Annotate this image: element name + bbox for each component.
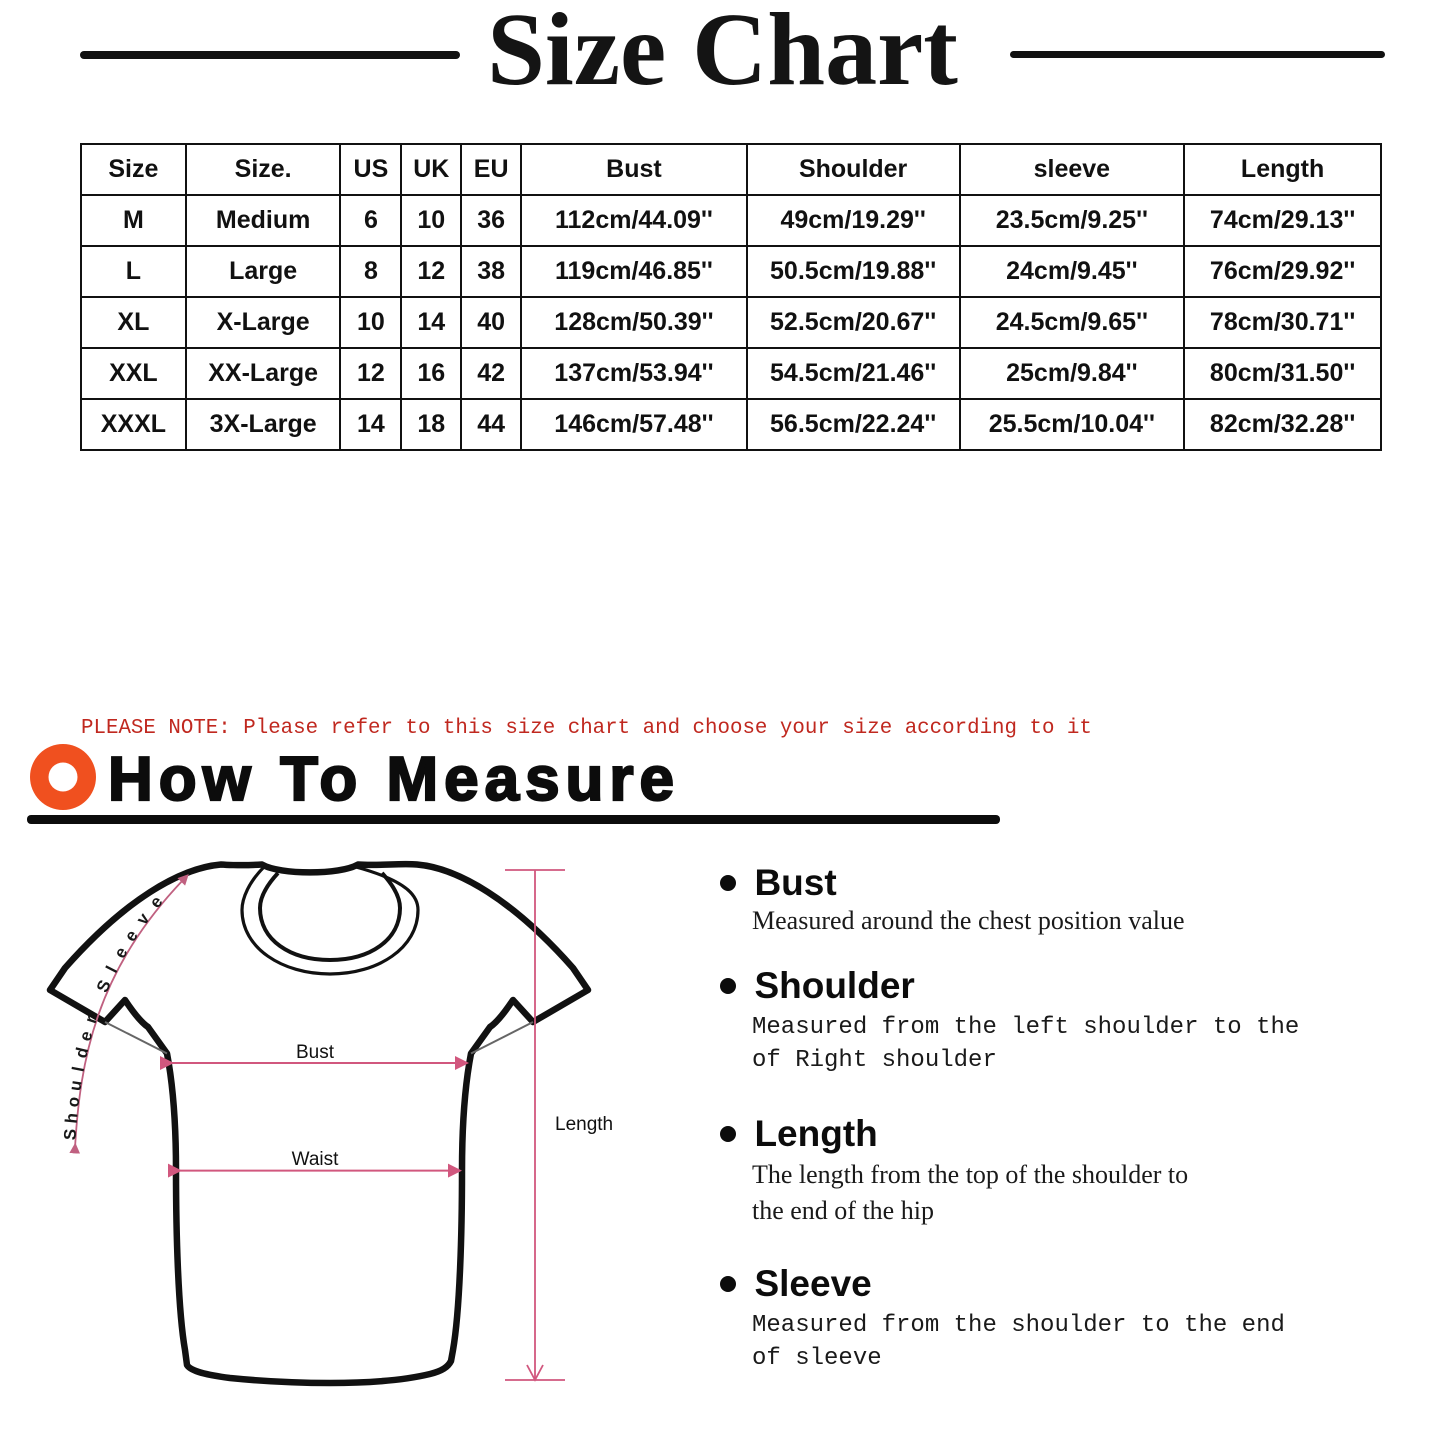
svg-text:Bust: Bust xyxy=(296,1042,335,1063)
svg-text:Waist: Waist xyxy=(292,1149,340,1170)
svg-text:o: o xyxy=(63,1096,83,1109)
svg-text:Length: Length xyxy=(555,1114,613,1135)
svg-text:h: h xyxy=(62,1112,82,1124)
svg-text:S: S xyxy=(60,1128,80,1141)
